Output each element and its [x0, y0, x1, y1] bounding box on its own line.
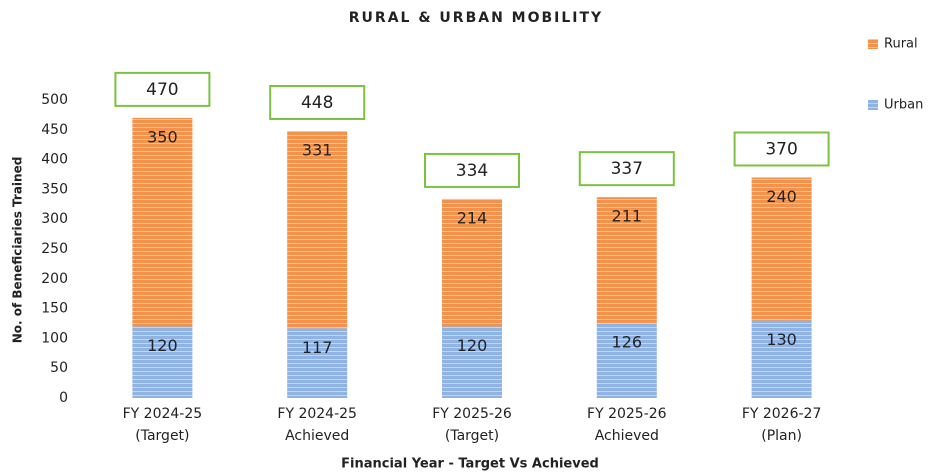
y-tick-label: 450 — [41, 122, 68, 138]
x-tick-label: FY 2025-26 Achieved — [587, 406, 667, 444]
x-tick-label: FY 2024-25 (Target) — [122, 406, 203, 444]
data-label: 117 — [302, 338, 333, 357]
total-label: 370 — [765, 139, 797, 159]
data-label: 350 — [147, 127, 178, 146]
x-tick-label: FY 2024-25 Achieved — [277, 406, 357, 444]
y-tick-label: 50 — [50, 360, 68, 376]
y-tick-label: 200 — [41, 271, 68, 287]
bar-segment — [287, 328, 348, 398]
bar-segment — [442, 198, 502, 327]
total-label: 448 — [301, 93, 333, 113]
data-label: 130 — [766, 330, 797, 349]
data-label: 120 — [147, 336, 178, 355]
x-axis-title: Financial Year - Target Vs Achieved — [341, 457, 599, 472]
bar-segment — [751, 320, 812, 398]
data-label: 126 — [612, 332, 643, 351]
x-tick-label: FY 2025-26 (Target) — [432, 406, 512, 444]
total-box — [424, 152, 520, 188]
legend-swatch — [868, 39, 878, 49]
total-label: 334 — [456, 161, 488, 181]
chart-title: RURAL & URBAN MOBILITY — [349, 10, 603, 26]
y-tick-label: 400 — [41, 152, 68, 168]
y-tick-label: 0 — [59, 390, 68, 406]
bar-segment — [596, 197, 657, 323]
bar-segment — [596, 322, 657, 398]
bar-segment — [751, 177, 812, 321]
y-tick-label: 300 — [41, 211, 68, 227]
bar-segment — [132, 326, 193, 398]
legend-swatch — [868, 100, 878, 110]
legend-label: Urban — [884, 98, 923, 113]
total-label: 470 — [146, 80, 178, 100]
total-box — [733, 131, 830, 167]
total-box — [578, 151, 675, 187]
y-tick-label: 250 — [41, 241, 68, 257]
data-label: 240 — [766, 187, 797, 206]
total-box — [269, 84, 366, 120]
y-tick-label: 500 — [41, 92, 68, 108]
bar-segment — [287, 130, 348, 329]
data-label: 211 — [612, 207, 643, 226]
data-label: 120 — [457, 336, 488, 355]
y-axis-title: No. of Beneficiaries Trained — [11, 157, 25, 344]
total-box — [114, 71, 211, 107]
y-tick-label: 100 — [41, 330, 68, 346]
y-tick-label: 150 — [41, 301, 68, 317]
bar-segment — [442, 326, 502, 398]
data-label: 331 — [302, 140, 333, 159]
total-label: 337 — [611, 159, 643, 179]
y-tick-label: 350 — [41, 181, 68, 197]
legend-label: Rural — [884, 37, 918, 52]
bar-segment — [132, 117, 193, 327]
x-tick-label: FY 2026-27 (Plan) — [741, 406, 822, 444]
data-label: 214 — [457, 208, 488, 227]
